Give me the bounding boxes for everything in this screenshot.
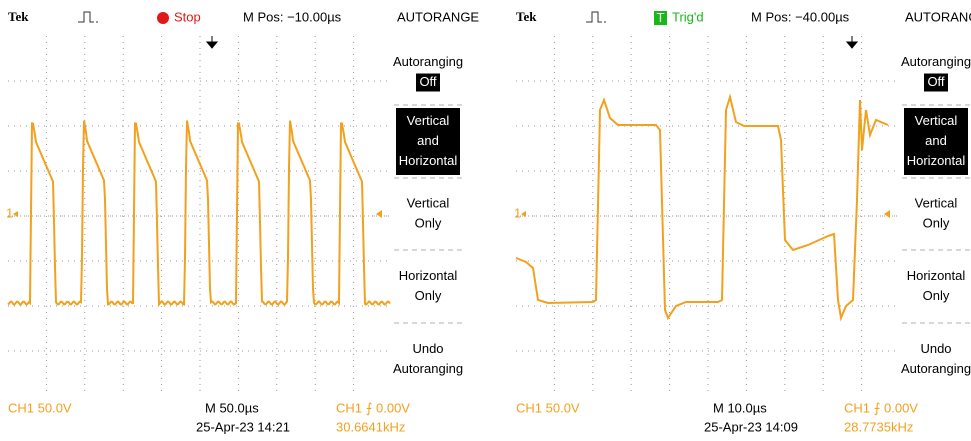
scope-screen: Tek T Trig'd M Pos: −40.00µs AUTORANGE 1 Autor…	[514, 9, 971, 434]
mode: AUTORANGE	[905, 9, 971, 24]
channel-scale: CH1 50.0V	[516, 400, 580, 415]
timebase: M 50.0µs	[205, 400, 259, 415]
menu-label: Only	[923, 215, 950, 230]
trigger-position-arrow	[847, 36, 857, 48]
menu-label: Vertical	[407, 113, 450, 128]
position: M Pos: −40.00µs	[751, 9, 850, 24]
menu-label: Horizontal	[399, 153, 458, 168]
datetime: 25-Apr-23 14:09	[704, 419, 798, 434]
page: Tek Stop M Pos: −10.00µs AUTORANGE 1 Autorang…	[0, 0, 971, 441]
trig-badge: T	[657, 10, 665, 25]
menu-label: Vertical	[407, 195, 450, 210]
screens: Tek Stop M Pos: −10.00µs AUTORANGE 1 Autorang…	[0, 0, 971, 441]
brand: Tek	[8, 9, 29, 24]
acquire-icon	[586, 12, 606, 22]
menu-label: Horizontal	[907, 268, 966, 283]
menu-label: Autoranging	[393, 54, 463, 69]
timebase: M 10.0µs	[713, 400, 767, 415]
channel-marker: 1	[514, 205, 521, 220]
waveform	[8, 121, 390, 305]
trigger-level-arrow	[884, 210, 890, 218]
frequency: 28.7735kHz	[844, 419, 913, 434]
menu-label: Only	[923, 288, 950, 303]
menu-label: Only	[415, 215, 442, 230]
menu-label: Undo	[412, 341, 443, 356]
menu-label: Vertical	[915, 195, 958, 210]
menu-label: Horizontal	[907, 153, 966, 168]
stop-dot	[157, 12, 169, 24]
scope-screen: Tek Stop M Pos: −10.00µs AUTORANGE 1 Autorang…	[6, 9, 479, 434]
trigger-setting: CH1 ⨍ 0.00V	[336, 400, 410, 415]
acquire-icon	[78, 12, 98, 22]
brand: Tek	[516, 9, 537, 24]
menu-label: Autoranging	[393, 361, 463, 376]
menu-value: Off	[927, 74, 944, 89]
channel-scale: CH1 50.0V	[8, 400, 72, 415]
position: M Pos: −10.00µs	[243, 9, 342, 24]
menu-value: Off	[419, 74, 436, 89]
menu-label: Autoranging	[901, 54, 971, 69]
menu-label: Undo	[920, 341, 951, 356]
datetime: 25-Apr-23 14:21	[196, 419, 290, 434]
menu-label: and	[417, 133, 439, 148]
trigger-setting: CH1 ⨍ 0.00V	[844, 400, 918, 415]
menu-label: Autoranging	[901, 361, 971, 376]
waveform	[516, 97, 888, 318]
channel-arrow	[521, 211, 526, 217]
menu-label: Horizontal	[399, 268, 458, 283]
trigger-position-arrow	[207, 36, 217, 48]
frequency: 30.6641kHz	[336, 419, 405, 434]
channel-arrow	[13, 211, 18, 217]
status: Stop	[174, 9, 201, 24]
status: Trig'd	[672, 9, 704, 24]
menu-label: Only	[415, 288, 442, 303]
trigger-level-arrow	[376, 210, 382, 218]
menu-label: and	[925, 133, 947, 148]
menu-label: Vertical	[915, 113, 958, 128]
channel-marker: 1	[6, 205, 13, 220]
mode: AUTORANGE	[397, 9, 479, 24]
